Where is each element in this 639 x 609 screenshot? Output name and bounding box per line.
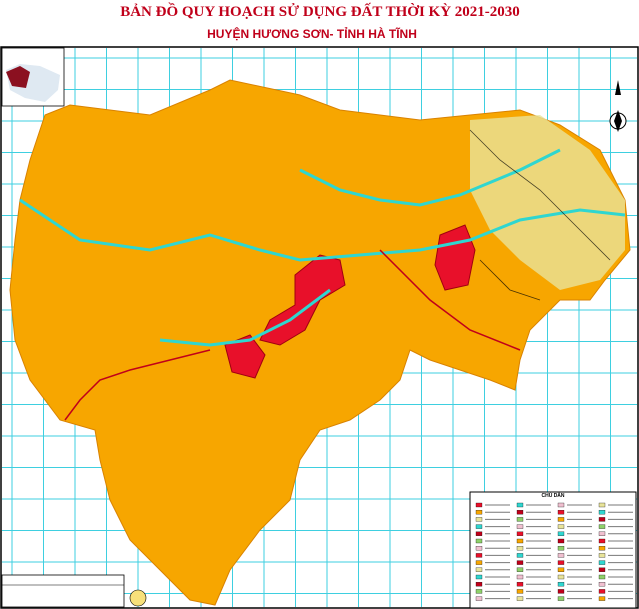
legend-swatch	[516, 538, 524, 544]
legend-swatch	[598, 531, 606, 536]
legend-swatch	[475, 589, 483, 594]
legend-title: CHÚ DẪN	[541, 492, 564, 499]
legend-swatch	[598, 546, 606, 551]
legend-swatch	[475, 553, 483, 558]
legend-swatch	[557, 517, 565, 522]
legend-swatch	[557, 553, 565, 558]
legend-swatch	[516, 510, 524, 515]
legend-swatch	[516, 531, 524, 536]
legend-swatch	[598, 567, 606, 572]
settlement-zone	[470, 115, 625, 290]
legend-swatch	[516, 546, 524, 551]
legend-swatch	[475, 502, 483, 508]
legend-swatch	[475, 517, 483, 522]
legend-swatch	[557, 524, 565, 529]
legend-box: CHÚ DẪN	[469, 491, 637, 609]
legend-swatch	[475, 582, 483, 587]
legend-swatch	[598, 589, 606, 594]
legend-swatch	[557, 574, 565, 580]
legend-swatch	[598, 502, 606, 508]
river	[19, 148, 626, 347]
legend-swatch	[598, 510, 606, 515]
legend-swatch	[475, 510, 483, 515]
legend-swatch	[516, 589, 524, 594]
legend-swatch	[475, 524, 483, 529]
boundary-line	[469, 129, 611, 301]
legend-swatch	[475, 538, 483, 544]
legend-swatch	[598, 553, 606, 558]
legend-swatch	[557, 560, 565, 565]
legend-swatch	[557, 582, 565, 587]
legend-swatch	[516, 582, 524, 587]
legend-swatch	[516, 502, 524, 508]
district-area	[9, 79, 631, 606]
map-subtitle: HUYỆN HƯƠNG SƠN- TỈNH HÀ TĨNH	[207, 26, 417, 41]
inset-map	[1, 47, 65, 107]
legend-swatch	[598, 582, 606, 587]
legend-swatch	[557, 502, 565, 508]
legend-swatch	[557, 538, 565, 544]
compass	[609, 80, 627, 132]
legend-swatch	[475, 567, 483, 572]
legend-swatch	[557, 596, 565, 601]
legend-swatches	[475, 502, 633, 601]
legend-swatch	[475, 596, 483, 601]
map-title: BẢN ĐỒ QUY HOẠCH SỬ DỤNG ĐẤT THỜI KỲ 202…	[120, 2, 520, 20]
legend-swatch	[598, 574, 606, 580]
legend-swatch	[598, 524, 606, 529]
legend-swatch	[475, 574, 483, 580]
legend-swatch	[516, 567, 524, 572]
legend-swatch	[557, 546, 565, 551]
legend-swatch	[475, 560, 483, 565]
legend-swatch	[516, 517, 524, 522]
legend-swatch	[516, 596, 524, 601]
legend-swatch	[475, 531, 483, 536]
scale-bar	[1, 574, 147, 608]
legend-swatch	[598, 517, 606, 522]
legend-swatch	[598, 560, 606, 565]
legend-swatch	[598, 596, 606, 601]
legend-swatch	[475, 546, 483, 551]
legend-swatch	[557, 589, 565, 594]
legend-swatch	[516, 553, 524, 558]
legend-swatch	[598, 538, 606, 544]
legend-swatch	[557, 531, 565, 536]
road	[64, 249, 521, 421]
legend-swatch	[557, 510, 565, 515]
legend-swatch	[557, 567, 565, 572]
legend-swatch	[516, 524, 524, 529]
legend-swatch	[516, 560, 524, 565]
legend-swatch	[516, 574, 524, 580]
